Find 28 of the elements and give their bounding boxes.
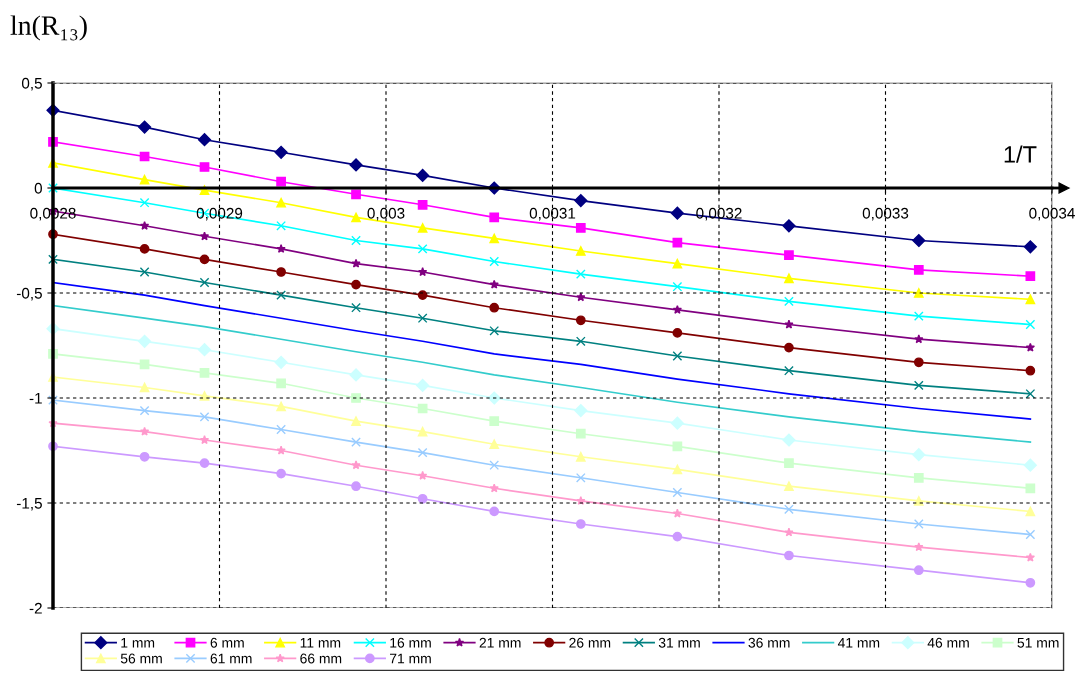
legend-label: 21 mm: [479, 637, 521, 648]
legend-label: 16 mm: [390, 637, 431, 648]
x-tick-label: 0,0031: [529, 207, 576, 221]
y-axis-title: ln(R₁₃): [10, 15, 87, 41]
y-tick-label: 0: [34, 182, 42, 194]
legend-label: 56 mm: [120, 653, 162, 664]
y-tick-label: -2: [29, 602, 42, 614]
legend-label: 46 mm: [927, 637, 969, 648]
y-tick-label: 0,5: [21, 77, 42, 91]
x-tick-label: 0,003: [367, 207, 405, 221]
legend-label: 66 mm: [300, 653, 342, 664]
legend-label: 71 mm: [390, 653, 431, 664]
legend-label: 26 mm: [569, 637, 611, 648]
legend-label: 36 mm: [748, 637, 790, 648]
y-tick-label: -1: [29, 393, 42, 404]
legend-label: 61 mm: [210, 653, 252, 664]
x-tick-label: 0,0034: [1029, 207, 1075, 221]
y-tick-label: -1,5: [16, 498, 42, 511]
legend-label: 6 mm: [210, 637, 244, 648]
x-tick-label: 0,0032: [696, 207, 742, 221]
legend-label: 1 mm: [121, 638, 155, 648]
legend-label: 31 mm: [658, 637, 700, 648]
legend-label: 41 mm: [837, 638, 880, 648]
legend-label: 51 mm: [1017, 638, 1059, 648]
x-axis-title: 1/T: [1004, 145, 1037, 163]
y-tick-label: -0,5: [16, 287, 42, 301]
x-tick-label: 0,0033: [862, 207, 909, 221]
legend-label: 11 mm: [300, 638, 341, 648]
